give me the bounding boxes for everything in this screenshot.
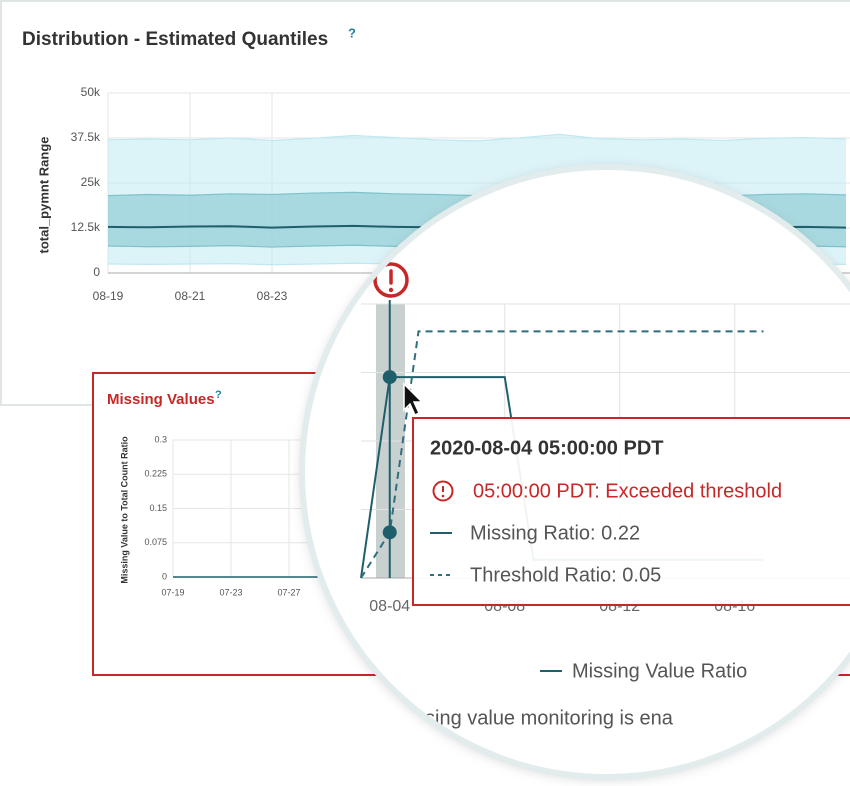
y-axis-label: total_pymnt Range xyxy=(36,136,51,253)
x-tick-label: 07-27 xyxy=(277,587,300,597)
panel-title: Missing Values xyxy=(107,391,215,408)
help-icon[interactable]: ? xyxy=(348,25,356,40)
quantile-edge xyxy=(107,133,847,142)
y-tick-label: 0 xyxy=(93,265,100,279)
help-icon[interactable]: ? xyxy=(215,389,222,401)
y-axis-label: Missing Value to Total Count Ratio xyxy=(119,436,129,584)
legend-label: Missing Value Ratio xyxy=(572,660,747,682)
x-tick-label: 07-23 xyxy=(219,587,242,597)
y-tick-label: 0.075 xyxy=(144,537,167,547)
tooltip-alert: 05:00:00 PDT: Exceeded threshold xyxy=(473,480,782,502)
y-tick-label: 25k xyxy=(81,175,101,189)
alert-icon xyxy=(441,494,445,498)
tooltip-title: 2020-08-04 05:00:00 PDT xyxy=(430,437,663,459)
hover-point xyxy=(382,370,397,385)
y-tick-label: 0.225 xyxy=(144,469,167,479)
x-tick-label: 08-19 xyxy=(93,289,124,303)
magnifier-rim xyxy=(299,164,850,780)
alert-icon xyxy=(388,287,394,293)
x-tick-label: 08-23 xyxy=(257,289,288,303)
y-tick-label: 37.5k xyxy=(71,130,101,144)
tooltip-row: Threshold Ratio: 0.05 xyxy=(470,564,661,586)
hover-point xyxy=(382,525,397,540)
x-tick-label: 08-21 xyxy=(175,289,206,303)
x-tick-label: 08-04 xyxy=(369,598,410,615)
y-tick-label: 0.15 xyxy=(149,503,167,513)
ratio-line xyxy=(360,330,764,579)
y-tick-label: 12.5k xyxy=(71,220,101,234)
footer-text: sing value monitoring is ena xyxy=(425,707,674,729)
y-tick-label: 50k xyxy=(81,85,101,99)
cursor xyxy=(403,382,424,417)
tooltip xyxy=(412,417,850,606)
tooltip-row: Missing Ratio: 0.22 xyxy=(470,522,640,544)
y-tick-label: 0 xyxy=(162,571,167,581)
x-tick-label: 07-19 xyxy=(161,587,184,597)
alert-icon xyxy=(432,480,454,502)
panel-title: Distribution - Estimated Quantiles xyxy=(22,29,328,50)
y-tick-label: 0.3 xyxy=(154,434,167,444)
